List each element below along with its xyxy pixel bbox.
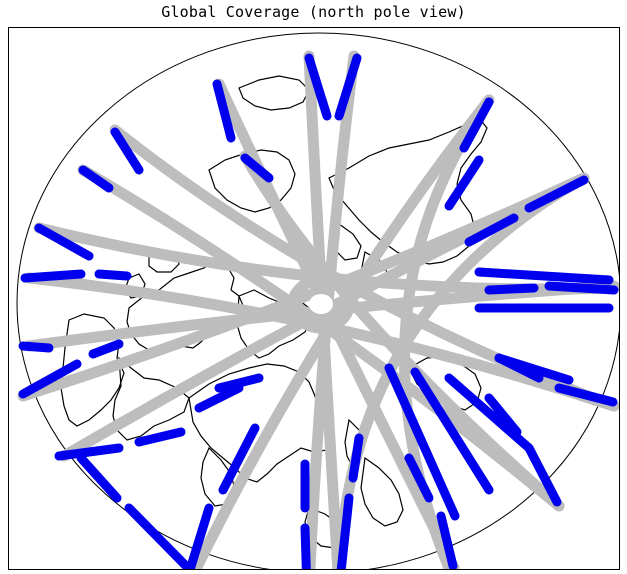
gray-track-14 <box>17 172 590 402</box>
blue-segment-6 <box>464 213 519 247</box>
blue-segment-8 <box>484 283 539 295</box>
coastline-north-america <box>328 117 488 265</box>
map-frame <box>8 27 620 570</box>
blue-segment-40 <box>384 363 460 521</box>
blue-segment-29 <box>94 269 132 281</box>
blue-segment-11 <box>524 443 562 507</box>
blue-coverage-tracks <box>18 53 619 569</box>
coastline-siberia <box>236 289 312 359</box>
blue-segment-19 <box>185 503 214 569</box>
blue-segment-1 <box>304 53 332 121</box>
polar-coverage-map <box>16 32 619 569</box>
blue-segment-12 <box>484 393 522 437</box>
blue-segment-4 <box>444 155 484 211</box>
blue-segment-9 <box>554 383 618 407</box>
blue-segment-30 <box>34 223 94 261</box>
blue-segment-24 <box>134 427 186 447</box>
blue-segment-16 <box>348 433 364 483</box>
coastline-north-top <box>238 75 310 111</box>
blue-segment-37 <box>494 353 574 385</box>
blue-segment-32 <box>110 127 144 175</box>
blue-segment-31 <box>78 165 114 193</box>
blue-segment-39 <box>410 367 494 495</box>
blue-segment-15 <box>336 493 354 569</box>
blue-segment-7 <box>544 281 619 295</box>
globe-outline <box>16 32 619 569</box>
blue-segment-34 <box>240 153 274 183</box>
blue-segment-33 <box>212 79 236 143</box>
coastline-south-asia <box>200 446 236 507</box>
blue-segment-41 <box>214 373 264 393</box>
blue-segment-25 <box>18 359 82 399</box>
coastline-east-asia <box>360 456 404 527</box>
blue-segment-22 <box>76 453 122 503</box>
plot-title: Global Coverage (north pole view) <box>161 3 466 21</box>
north-pole-marker <box>309 294 333 314</box>
gray-track-11 <box>239 150 565 512</box>
blue-segment-35 <box>474 267 614 285</box>
blue-segment-42 <box>194 383 244 413</box>
blue-segment-3 <box>459 97 494 153</box>
blue-segment-5 <box>524 175 589 213</box>
blue-segment-13 <box>436 511 458 569</box>
blue-segment-21 <box>124 503 196 569</box>
blue-segment-38 <box>444 373 534 453</box>
blue-segment-2 <box>334 53 362 121</box>
coastline-middle-east <box>112 356 190 441</box>
gray-pole-ring <box>287 274 355 334</box>
blue-segment-14 <box>404 453 434 503</box>
blue-segment-17 <box>300 523 311 569</box>
blue-segment-27 <box>18 341 54 353</box>
gray-track-8 <box>213 78 460 569</box>
blue-segment-23 <box>54 443 124 461</box>
blue-segment-28 <box>20 269 86 283</box>
blue-segment-20 <box>218 423 260 495</box>
blue-segment-26 <box>88 339 124 359</box>
